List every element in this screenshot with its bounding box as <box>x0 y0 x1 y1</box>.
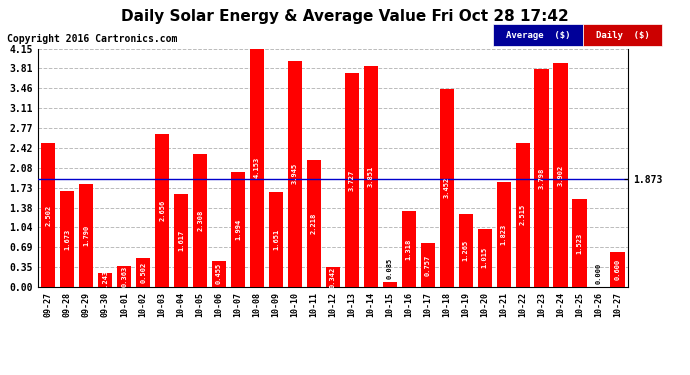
Bar <box>459 214 473 287</box>
Bar <box>212 261 226 287</box>
Bar <box>136 258 150 287</box>
Bar <box>611 252 624 287</box>
Text: 2.308: 2.308 <box>197 210 203 231</box>
Text: 2.502: 2.502 <box>46 204 51 226</box>
Bar <box>307 160 321 287</box>
Bar <box>155 135 169 287</box>
Bar <box>60 191 75 287</box>
Text: 0.757: 0.757 <box>425 255 431 276</box>
Text: 2.218: 2.218 <box>311 213 317 234</box>
Text: 1.318: 1.318 <box>406 238 412 260</box>
Bar <box>477 229 492 287</box>
Bar <box>117 266 131 287</box>
Bar <box>440 89 454 287</box>
Text: Average  ($): Average ($) <box>506 31 571 40</box>
Text: 3.945: 3.945 <box>292 163 298 184</box>
Bar <box>535 69 549 287</box>
Bar <box>326 267 340 287</box>
Bar <box>288 60 302 287</box>
Bar <box>231 172 245 287</box>
Bar <box>193 154 207 287</box>
Text: 1.651: 1.651 <box>273 229 279 250</box>
Text: 1.823: 1.823 <box>501 224 506 245</box>
Text: 3.851: 3.851 <box>368 166 374 187</box>
Text: 1.015: 1.015 <box>482 247 488 268</box>
Text: 1.994: 1.994 <box>235 219 241 240</box>
Text: Copyright 2016 Cartronics.com: Copyright 2016 Cartronics.com <box>7 34 177 44</box>
Bar <box>269 192 283 287</box>
Text: Daily  ($): Daily ($) <box>596 31 649 40</box>
Bar <box>250 49 264 287</box>
Text: 0.342: 0.342 <box>330 267 336 288</box>
Text: 1.265: 1.265 <box>463 240 469 261</box>
Text: 1.673: 1.673 <box>64 228 70 249</box>
Bar <box>345 73 359 287</box>
Text: 0.455: 0.455 <box>216 263 222 285</box>
Text: 1.790: 1.790 <box>83 225 89 246</box>
Bar <box>573 200 586 287</box>
Bar <box>364 66 378 287</box>
Text: 1.523: 1.523 <box>577 232 582 254</box>
Text: 2.515: 2.515 <box>520 204 526 225</box>
Text: 0.000: 0.000 <box>595 263 602 284</box>
Bar <box>402 211 416 287</box>
Text: 0.363: 0.363 <box>121 266 127 287</box>
Text: 3.727: 3.727 <box>349 170 355 190</box>
Bar <box>497 182 511 287</box>
Bar <box>553 63 568 287</box>
Bar <box>515 142 530 287</box>
Bar <box>383 282 397 287</box>
Text: Daily Solar Energy & Average Value Fri Oct 28 17:42: Daily Solar Energy & Average Value Fri O… <box>121 9 569 24</box>
Text: 0.085: 0.085 <box>387 258 393 279</box>
Text: 1.617: 1.617 <box>178 230 184 251</box>
Bar <box>421 243 435 287</box>
Text: 2.656: 2.656 <box>159 200 165 221</box>
Text: 0.502: 0.502 <box>140 262 146 283</box>
Text: 3.452: 3.452 <box>444 177 450 198</box>
Bar <box>174 194 188 287</box>
Text: 0.243: 0.243 <box>102 269 108 291</box>
Bar <box>79 184 93 287</box>
Bar <box>98 273 112 287</box>
Bar <box>41 143 55 287</box>
Text: 3.798: 3.798 <box>539 167 544 189</box>
Text: 4.153: 4.153 <box>254 157 260 178</box>
Text: 0.600: 0.600 <box>615 259 620 280</box>
Text: 3.902: 3.902 <box>558 164 564 186</box>
